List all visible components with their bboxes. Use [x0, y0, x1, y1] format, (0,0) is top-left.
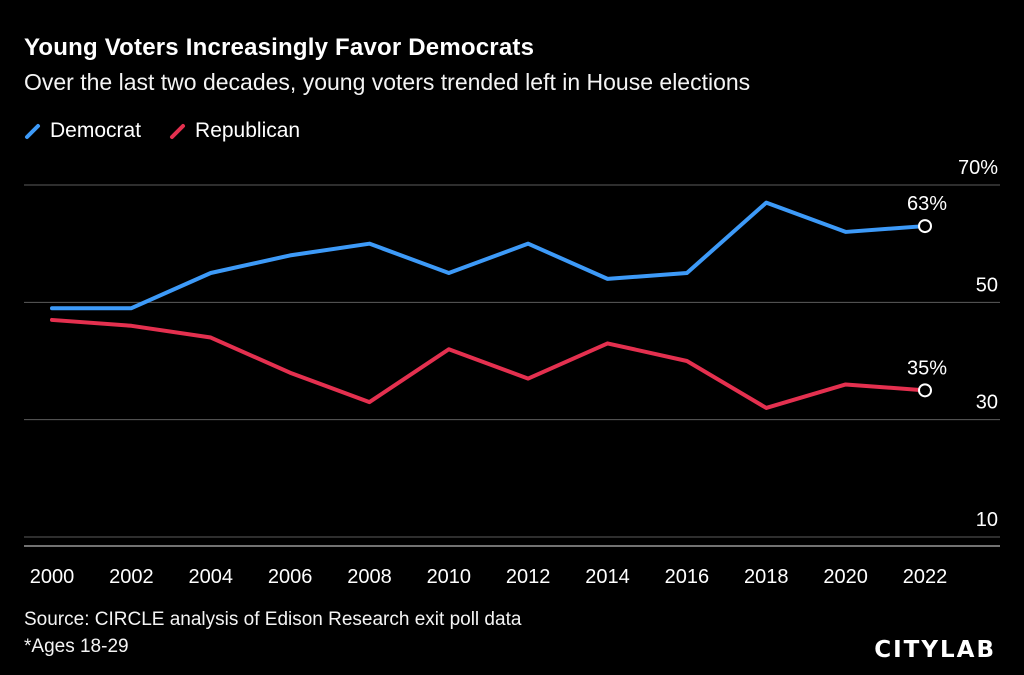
legend-item-democrat: Democrat: [24, 119, 141, 143]
y-axis-label: 50: [976, 274, 998, 296]
y-axis-label: 70%: [958, 157, 998, 179]
republican-end-marker: [918, 383, 932, 398]
republican-line: [50, 317, 927, 410]
democrat-end-marker: [918, 219, 932, 234]
democrat-slash-icon: [25, 123, 40, 139]
democrat-end-label: 63%: [907, 193, 947, 215]
x-axis-label: 2010: [427, 566, 472, 588]
legend-item-republican: Republican: [169, 119, 300, 143]
x-axis-label: 2000: [30, 566, 75, 588]
ages-note: *Ages 18-29: [24, 636, 129, 657]
chart-title: Young Voters Increasingly Favor Democrat…: [24, 34, 535, 61]
x-axis-label: 2016: [665, 566, 710, 588]
y-axis-label: 30: [976, 392, 998, 414]
x-axis-label: 2014: [585, 566, 630, 588]
x-axis-label: 2022: [903, 566, 948, 588]
x-axis-label: 2004: [188, 566, 233, 588]
chart-subtitle: Over the last two decades, young voters …: [24, 69, 751, 95]
footer: Source: CIRCLE analysis of Edison Resear…: [24, 606, 521, 660]
source-text: Source: CIRCLE analysis of Edison Resear…: [24, 609, 522, 630]
citylab-logo: CITYLAB: [874, 637, 996, 663]
x-axis-label: 2002: [109, 566, 154, 588]
republican-end-label: 35%: [907, 357, 947, 379]
legend-label: Democrat: [50, 119, 142, 142]
democrat-line: [50, 200, 927, 311]
x-axis-label: 2012: [506, 566, 551, 588]
y-axis-label: 10: [976, 509, 998, 531]
legend: Democrat Republican: [24, 119, 300, 143]
x-axis-label: 2020: [823, 566, 868, 588]
legend-label: Republican: [195, 119, 301, 142]
x-axis-label: 2006: [268, 566, 313, 588]
x-axis-label: 2018: [744, 566, 789, 588]
republican-slash-icon: [170, 123, 186, 139]
x-axis-label: 2008: [347, 566, 392, 588]
